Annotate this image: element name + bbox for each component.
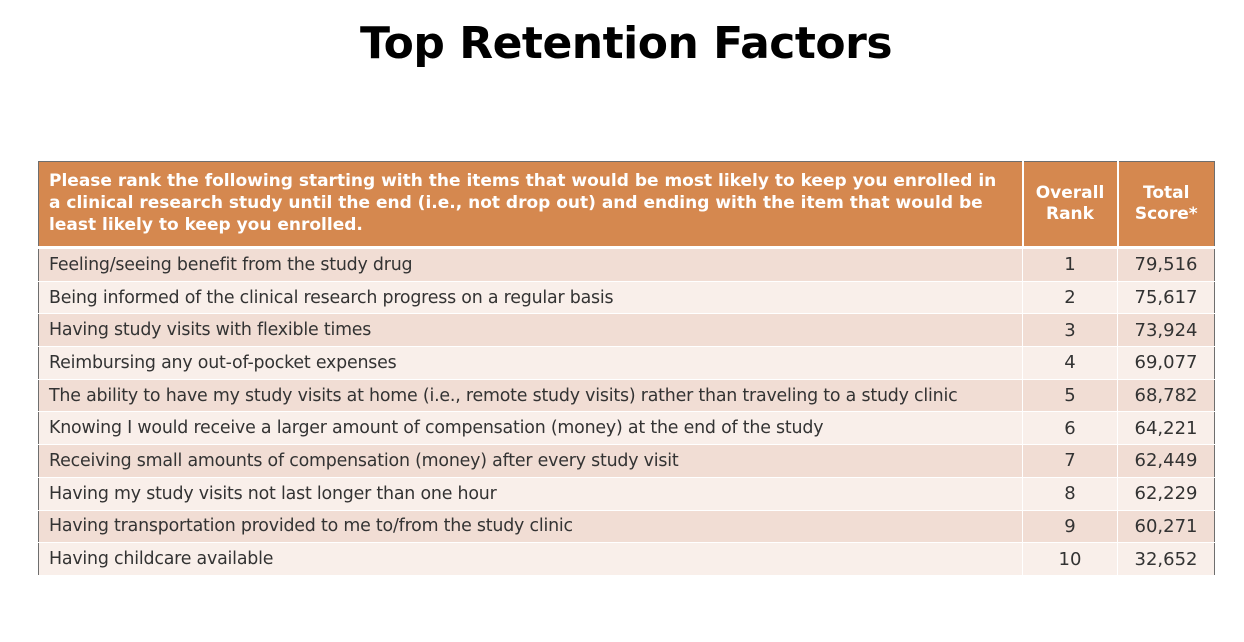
table-row: Reimbursing any out-of-pocket expenses 4… bbox=[38, 346, 1215, 380]
row-score: 62,449 bbox=[1117, 444, 1215, 478]
row-item: Being informed of the clinical research … bbox=[38, 281, 1023, 315]
header-overall-rank-line1: Overall bbox=[1035, 183, 1105, 203]
row-item: Knowing I would receive a larger amount … bbox=[38, 411, 1023, 446]
header-overall-rank: Overall Rank bbox=[1022, 161, 1119, 249]
row-item: Having transportation provided to me to/… bbox=[38, 510, 1023, 544]
row-item: Having my study visits not last longer t… bbox=[38, 477, 1023, 511]
row-score: 69,077 bbox=[1117, 346, 1215, 380]
row-score: 73,924 bbox=[1117, 313, 1215, 348]
table-row: Feeling/seeing benefit from the study dr… bbox=[38, 247, 1215, 282]
header-total-score: Total Score* bbox=[1117, 161, 1215, 249]
table-row: The ability to have my study visits at h… bbox=[38, 379, 1215, 413]
row-item: The ability to have my study visits at h… bbox=[38, 379, 1023, 413]
row-item: Receiving small amounts of compensation … bbox=[38, 444, 1023, 478]
page-title: Top Retention Factors bbox=[359, 18, 893, 69]
table-row: Having childcare available 10 32,652 bbox=[38, 542, 1215, 576]
row-item: Having childcare available bbox=[38, 542, 1023, 576]
header-total-score-line2: Score* bbox=[1134, 204, 1198, 224]
row-rank: 9 bbox=[1022, 510, 1118, 544]
row-item: Having study visits with flexible times bbox=[38, 313, 1023, 348]
table-row: Having transportation provided to me to/… bbox=[38, 510, 1215, 544]
table-header-row: Please rank the following starting with … bbox=[38, 161, 1215, 249]
header-question: Please rank the following starting with … bbox=[38, 161, 1024, 249]
table-row: Being informed of the clinical research … bbox=[38, 281, 1215, 315]
row-rank: 8 bbox=[1022, 477, 1118, 511]
row-item: Reimbursing any out-of-pocket expenses bbox=[38, 346, 1023, 380]
header-overall-rank-line2: Rank bbox=[1046, 204, 1094, 224]
table-row: Having my study visits not last longer t… bbox=[38, 477, 1215, 511]
row-score: 79,516 bbox=[1117, 247, 1215, 282]
row-rank: 2 bbox=[1022, 281, 1118, 315]
row-score: 62,229 bbox=[1117, 477, 1215, 511]
header-total-score-line1: Total bbox=[1143, 183, 1190, 203]
row-rank: 10 bbox=[1022, 542, 1118, 576]
row-score: 32,652 bbox=[1117, 542, 1215, 576]
row-rank: 5 bbox=[1022, 379, 1118, 413]
row-score: 60,271 bbox=[1117, 510, 1215, 544]
table-row: Knowing I would receive a larger amount … bbox=[38, 411, 1215, 446]
row-rank: 3 bbox=[1022, 313, 1118, 348]
row-rank: 6 bbox=[1022, 411, 1118, 446]
table-row: Receiving small amounts of compensation … bbox=[38, 444, 1215, 478]
row-rank: 4 bbox=[1022, 346, 1118, 380]
retention-factors-table: Please rank the following starting with … bbox=[38, 161, 1215, 576]
row-item: Feeling/seeing benefit from the study dr… bbox=[38, 247, 1023, 282]
row-score: 75,617 bbox=[1117, 281, 1215, 315]
row-rank: 7 bbox=[1022, 444, 1118, 478]
table-row: Having study visits with flexible times … bbox=[38, 313, 1215, 348]
row-rank: 1 bbox=[1022, 247, 1118, 282]
row-score: 68,782 bbox=[1117, 379, 1215, 413]
row-score: 64,221 bbox=[1117, 411, 1215, 446]
